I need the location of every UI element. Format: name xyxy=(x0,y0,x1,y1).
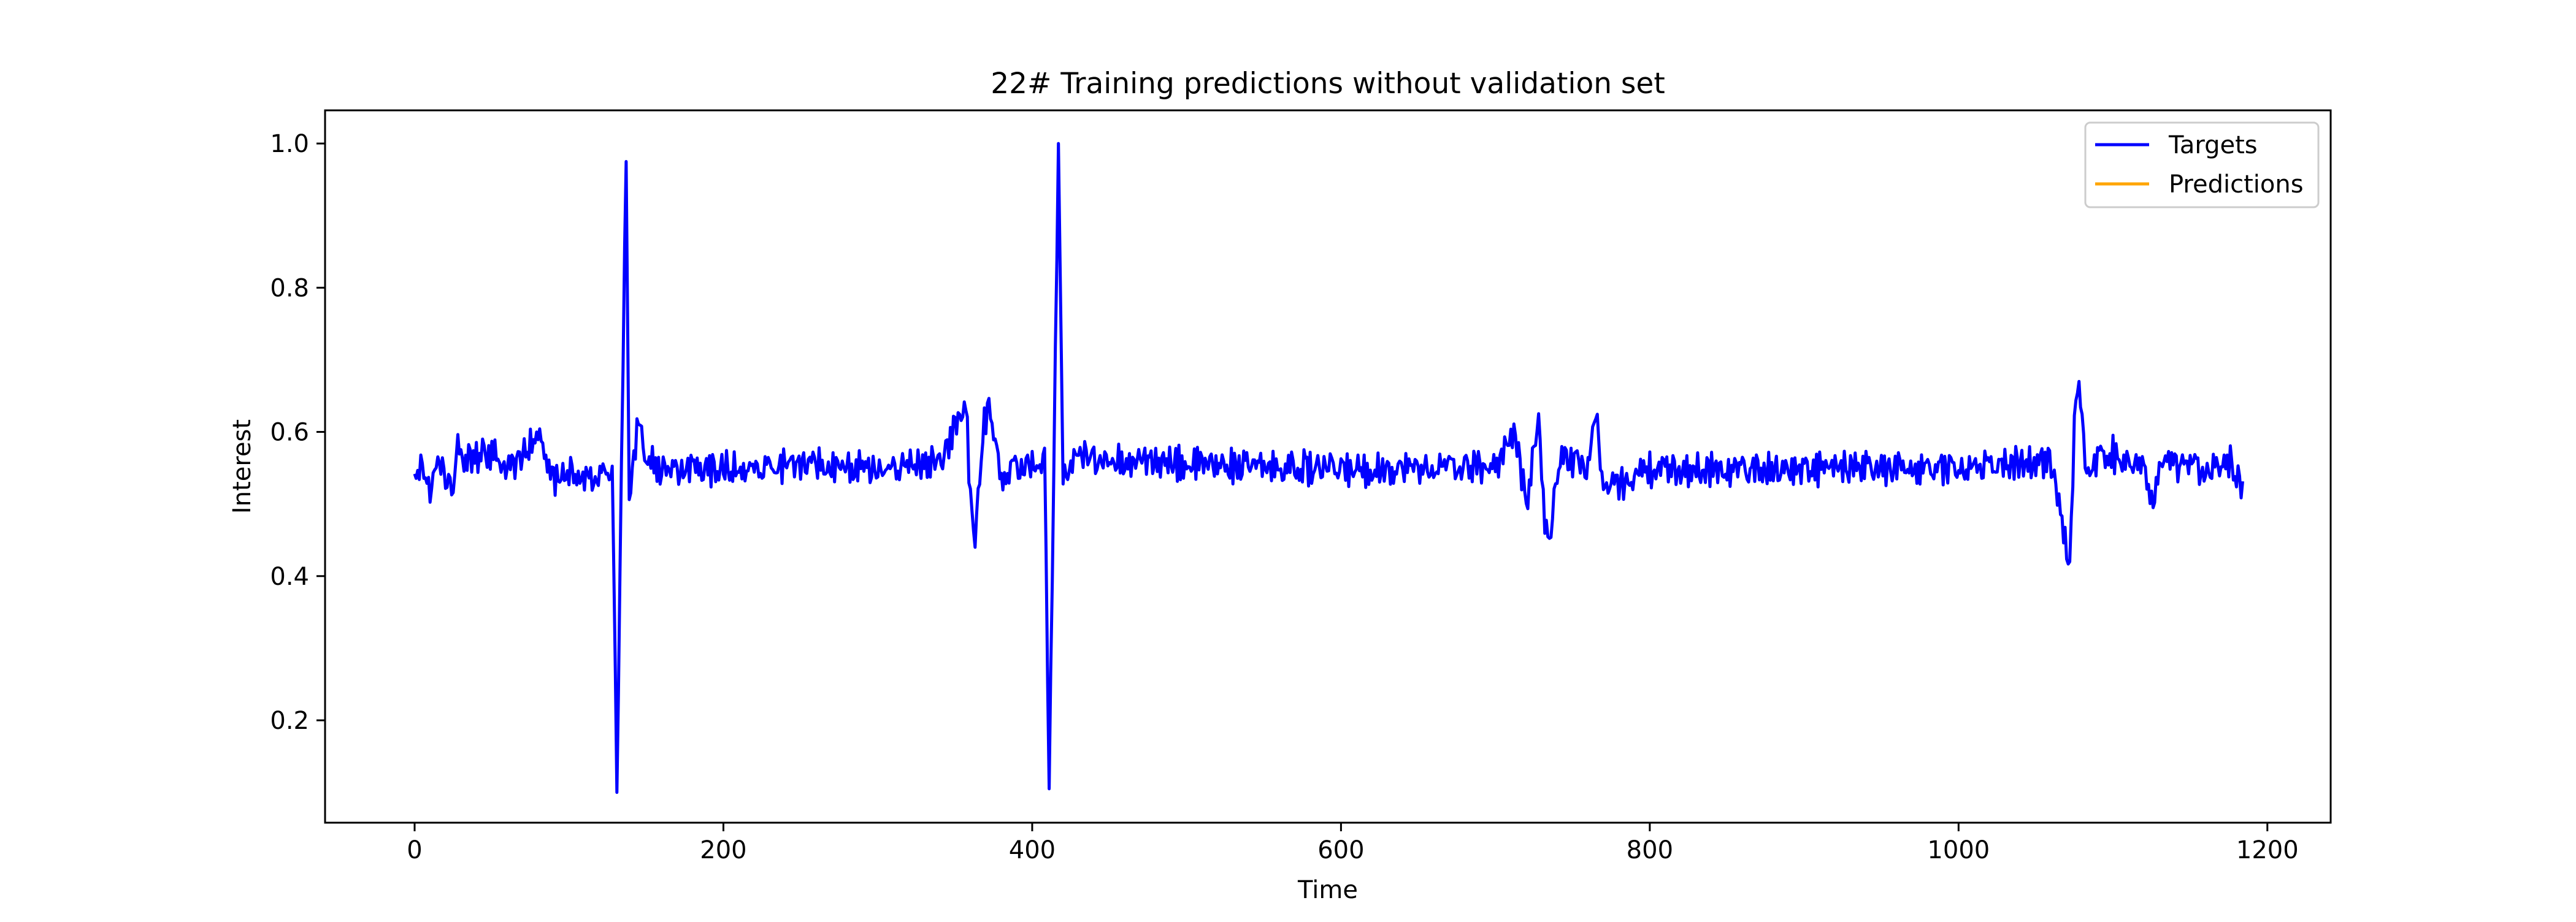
plot-area xyxy=(413,142,2244,794)
legend: Targets Predictions xyxy=(2084,121,2320,208)
y-tick-label: 0.6 xyxy=(270,419,309,447)
legend-label-predictions: Predictions xyxy=(2169,170,2304,199)
x-tick-label: 600 xyxy=(1317,836,1364,864)
x-tick-label: 200 xyxy=(700,836,746,864)
x-axis-label: Time xyxy=(1297,876,1358,904)
x-tick-label: 400 xyxy=(1009,836,1056,864)
plot-frame xyxy=(324,109,2332,824)
y-tick-label: 0.8 xyxy=(270,274,309,302)
x-tick-label: 800 xyxy=(1627,836,1673,864)
y-tick-label: 0.4 xyxy=(270,563,309,591)
x-tick-label: 1000 xyxy=(1927,836,1990,864)
series-line-targets xyxy=(413,142,2244,794)
y-tick-label: 1.0 xyxy=(270,130,309,158)
y-axis: 0.2 0.4 0.6 0.8 1.0 xyxy=(270,130,325,735)
x-tick-label: 1200 xyxy=(2236,836,2299,864)
x-axis: 0 200 400 600 800 1000 1200 xyxy=(407,823,2299,864)
chart-title: 22# Training predictions without validat… xyxy=(991,67,1665,101)
legend-label-targets: Targets xyxy=(2168,131,2258,159)
y-axis-label: Interest xyxy=(228,419,256,514)
x-tick-label: 0 xyxy=(407,836,422,864)
y-tick-label: 0.2 xyxy=(270,707,309,735)
